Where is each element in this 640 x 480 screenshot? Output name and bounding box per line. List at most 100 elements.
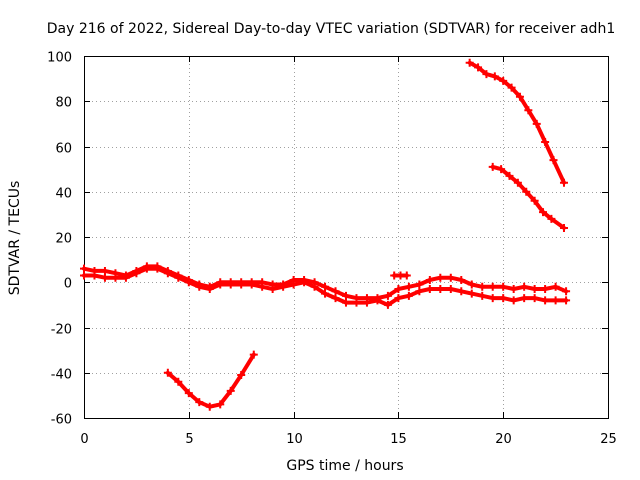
data-point xyxy=(310,282,319,291)
data-point xyxy=(482,70,491,79)
data-point xyxy=(404,291,413,300)
data-point xyxy=(559,223,568,232)
data-point xyxy=(436,273,445,282)
data-point xyxy=(279,282,288,291)
data-point xyxy=(121,273,130,282)
data-point xyxy=(132,269,141,278)
y-tick-label: -60 xyxy=(51,413,72,428)
data-point xyxy=(195,282,204,291)
x-tick-label: 20 xyxy=(495,432,512,447)
data-point xyxy=(467,280,476,289)
data-point xyxy=(541,137,550,146)
series-arc-upper-1 xyxy=(467,60,566,185)
data-point xyxy=(321,289,330,298)
data-point xyxy=(331,294,340,303)
data-point xyxy=(362,298,371,307)
data-point xyxy=(415,287,424,296)
data-point xyxy=(530,285,539,294)
data-point xyxy=(549,156,558,165)
data-point xyxy=(490,72,499,81)
data-point xyxy=(184,278,193,287)
data-point xyxy=(174,273,183,282)
data-point xyxy=(80,264,88,273)
data-point xyxy=(425,285,434,294)
x-axis-ticks: 0 5 10 15 20 25 xyxy=(80,56,617,447)
data-point xyxy=(237,371,246,380)
data-point xyxy=(195,398,204,407)
series-arc-lower-dip xyxy=(165,352,256,409)
data-point xyxy=(488,162,497,171)
data-point xyxy=(547,214,556,223)
data-point xyxy=(522,187,531,196)
x-tick-label: 15 xyxy=(390,432,407,447)
data-point xyxy=(465,58,474,67)
data-point xyxy=(457,287,466,296)
data-point xyxy=(562,296,571,305)
chart-title: Day 216 of 2022, Sidereal Day-to-day VTE… xyxy=(47,21,615,37)
data-point xyxy=(216,400,225,409)
data-point xyxy=(268,285,277,294)
data-point xyxy=(300,278,309,287)
data-point xyxy=(205,285,214,294)
data-point xyxy=(321,282,330,291)
data-point xyxy=(247,280,256,289)
y-tick-label: 100 xyxy=(47,51,72,66)
data-point xyxy=(532,119,541,128)
data-point xyxy=(394,285,403,294)
data-point xyxy=(539,208,548,217)
data-point xyxy=(100,273,109,282)
data-point xyxy=(541,296,550,305)
data-point xyxy=(394,294,403,303)
data-point xyxy=(80,271,88,280)
data-point xyxy=(425,275,434,284)
data-point xyxy=(226,280,235,289)
data-point xyxy=(520,282,529,291)
y-axis-label: SDTVAR / TECUs xyxy=(7,181,23,296)
data-point xyxy=(142,264,151,273)
data-point xyxy=(383,300,392,309)
data-point xyxy=(258,282,267,291)
data-point xyxy=(478,291,487,300)
data-point xyxy=(174,377,183,386)
data-point xyxy=(541,285,550,294)
data-point xyxy=(153,264,162,273)
x-tick-label: 10 xyxy=(286,432,303,447)
data-point xyxy=(499,76,508,85)
data-point xyxy=(352,298,361,307)
data-point xyxy=(530,294,539,303)
x-tick-label: 0 xyxy=(80,432,88,447)
data-point xyxy=(111,273,120,282)
x-axis-label: GPS time / hours xyxy=(286,458,403,474)
data-point xyxy=(559,178,568,187)
data-point xyxy=(163,368,172,377)
data-point xyxy=(505,171,514,180)
data-point xyxy=(402,271,411,280)
data-point xyxy=(436,285,445,294)
data-point xyxy=(478,282,487,291)
data-point xyxy=(100,266,109,275)
data-point xyxy=(90,271,99,280)
data-point xyxy=(562,287,571,296)
series-layer xyxy=(80,58,571,411)
data-point xyxy=(507,83,516,92)
data-point xyxy=(342,298,350,307)
data-point xyxy=(530,196,539,205)
data-point xyxy=(184,389,193,398)
x-tick-label: 5 xyxy=(185,432,193,447)
data-point xyxy=(216,280,225,289)
data-point xyxy=(446,273,455,282)
data-point xyxy=(551,296,560,305)
data-point xyxy=(499,282,508,291)
data-point xyxy=(373,296,382,305)
y-tick-label: 0 xyxy=(64,277,72,292)
data-point xyxy=(474,63,483,72)
data-point xyxy=(524,106,533,115)
data-point xyxy=(383,291,392,300)
data-point xyxy=(226,386,235,395)
data-point xyxy=(497,165,506,174)
data-point xyxy=(551,282,560,291)
data-point xyxy=(249,350,258,359)
data-point xyxy=(520,294,529,303)
data-point xyxy=(205,402,214,411)
data-point xyxy=(446,285,455,294)
